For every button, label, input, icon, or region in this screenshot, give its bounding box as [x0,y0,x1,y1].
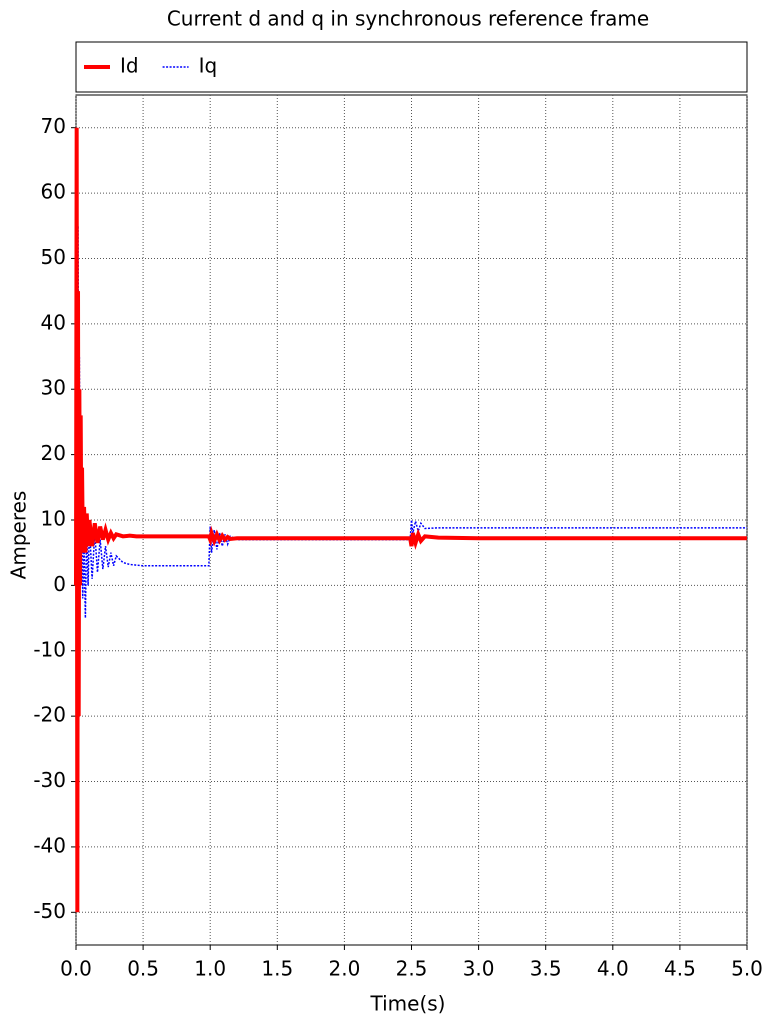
x-axis-label: Time(s) [370,992,446,1016]
y-tick-label: 0 [53,572,66,596]
legend-label: Id [120,54,139,78]
chart-title: Current d and q in synchronous reference… [167,7,649,31]
x-tick-label: 3.0 [463,957,495,981]
series-line [75,127,747,619]
y-tick-label: 10 [41,507,66,531]
y-tick-label: -40 [33,833,66,857]
x-tick-label: 0.5 [127,957,159,981]
y-tick-label: 60 [41,180,66,204]
y-axis-label: Amperes [7,491,31,580]
x-tick-label: 0.0 [60,957,92,981]
x-tick-label: 2.0 [328,957,360,981]
y-tick-label: 20 [41,441,66,465]
y-tick-label: 50 [41,245,66,269]
x-tick-label: 4.5 [664,957,696,981]
x-tick-label: 1.5 [261,957,293,981]
x-tick-label: 4.0 [597,957,629,981]
legend-label: Iq [199,54,218,78]
y-tick-label: 40 [41,310,66,334]
y-tick-label: -10 [33,637,66,661]
x-tick-label: 3.5 [530,957,562,981]
y-tick-label: 30 [41,376,66,400]
y-tick-label: 70 [41,114,66,138]
x-tick-label: 2.5 [396,957,428,981]
y-tick-label: -30 [33,768,66,792]
y-tick-label: -50 [33,899,66,923]
y-tick-label: -20 [33,703,66,727]
x-tick-label: 1.0 [194,957,226,981]
x-tick-label: 5.0 [731,957,763,981]
series-line [74,127,747,913]
